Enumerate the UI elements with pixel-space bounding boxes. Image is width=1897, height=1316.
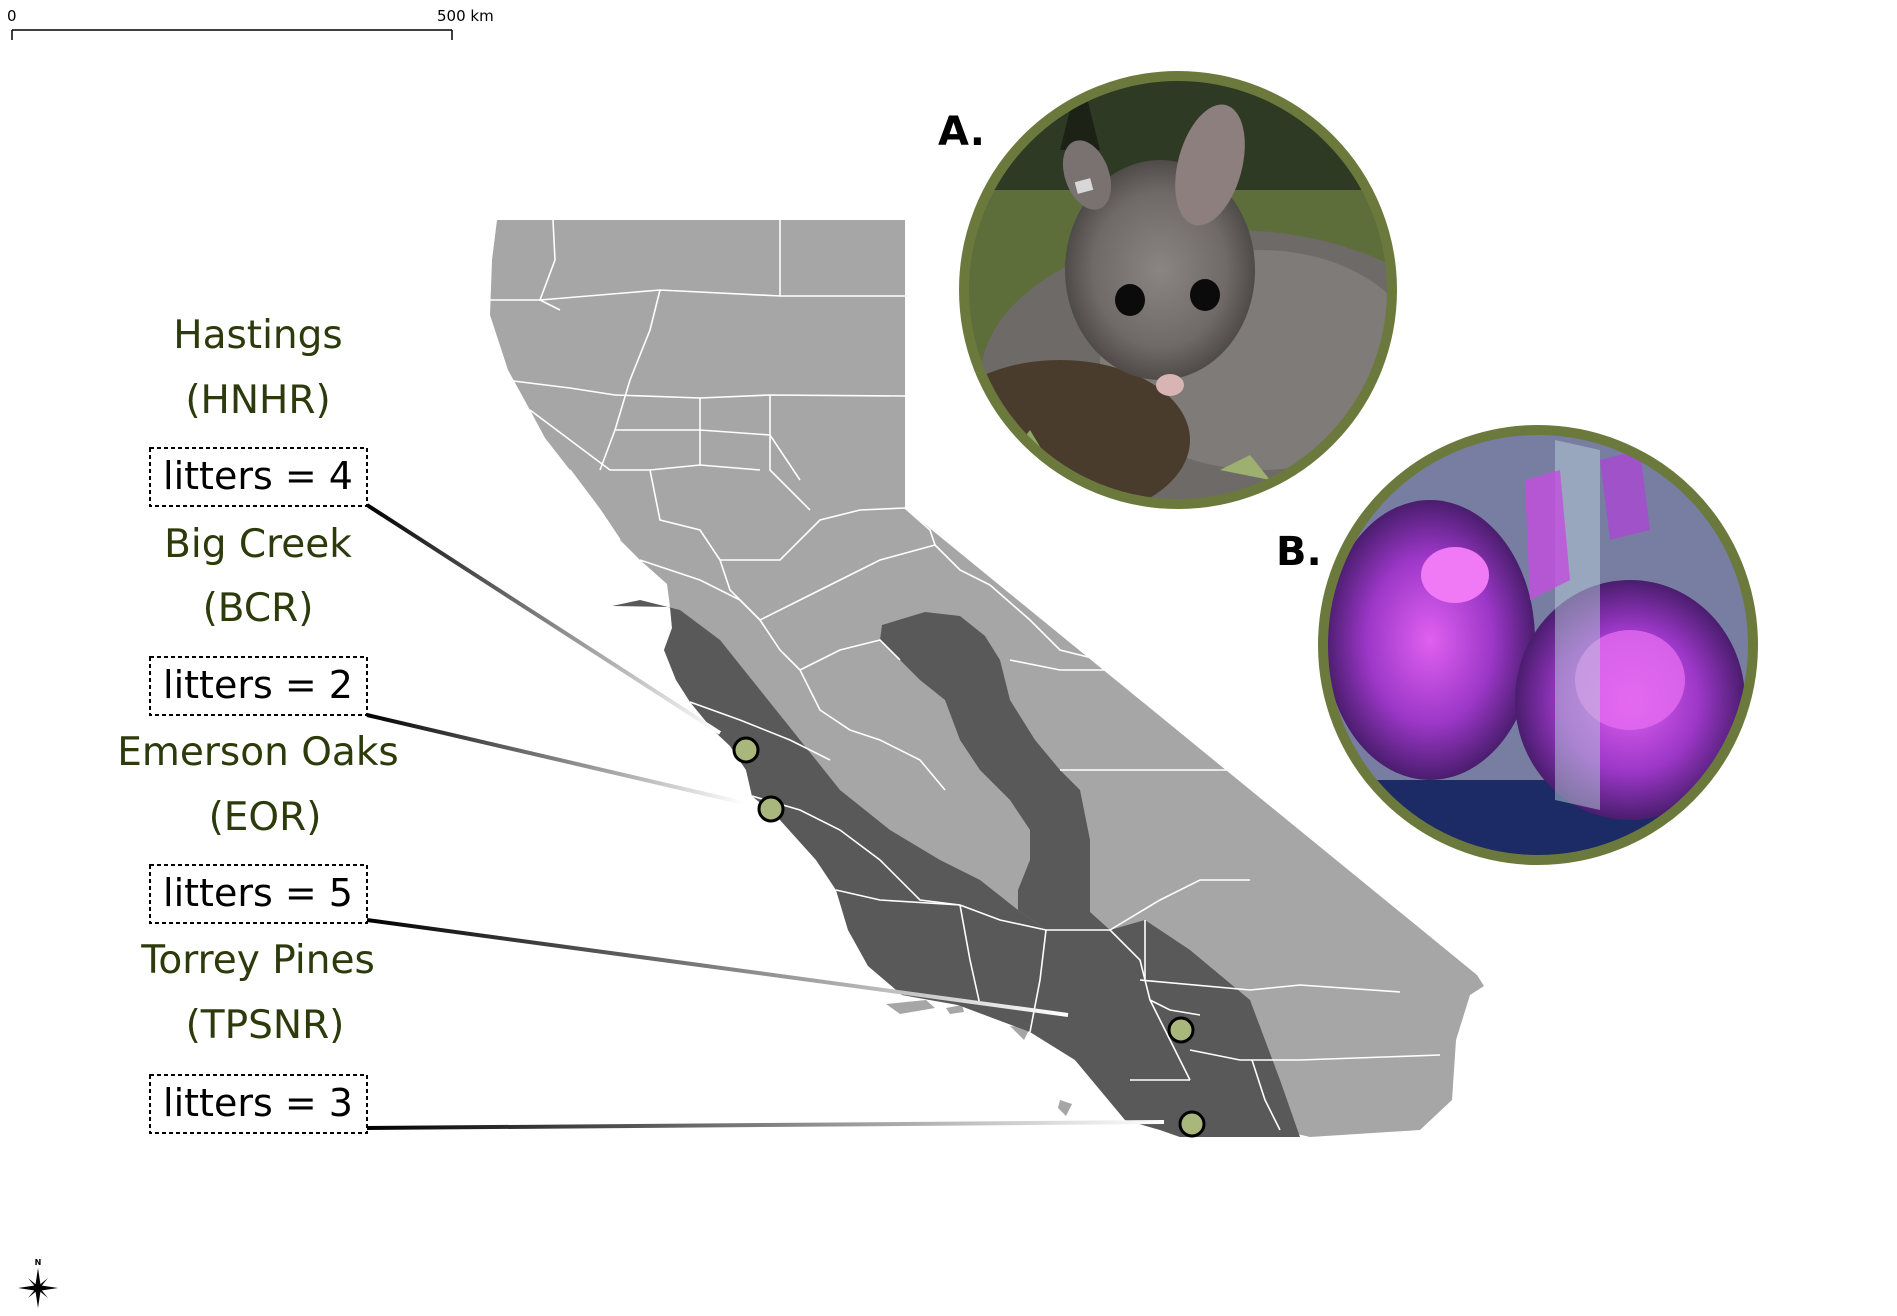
site-code-big-creek: (BCR) — [203, 586, 314, 631]
scale-bar: 0 500 km — [7, 7, 494, 40]
photo-panel-a: A. — [938, 71, 1397, 509]
site-marker-hastings — [732, 736, 760, 764]
site-labels: Hastings (HNHR) litters = 4 Big Creek (B… — [117, 313, 399, 1134]
range-sierra — [880, 612, 1110, 930]
litter-count-emerson-oaks: litters = 5 — [163, 871, 353, 915]
woodrat-photo — [964, 76, 1392, 504]
connector-lines — [365, 503, 1165, 1130]
site-code-hastings: (HNHR) — [185, 378, 330, 423]
panel-a-ring — [959, 71, 1397, 509]
site-name-hastings: Hastings — [173, 313, 342, 358]
site-name-torrey-pines: Torrey Pines — [140, 938, 375, 983]
uv-fluorescence-photo — [1323, 430, 1753, 860]
site-marker-torrey-pines — [1178, 1110, 1206, 1138]
connector-torrey-pines — [366, 1120, 1165, 1130]
connector-hastings — [365, 503, 722, 735]
california-map — [490, 219, 1484, 1137]
litter-box-hastings — [149, 447, 368, 507]
connector-big-creek — [366, 713, 745, 805]
site-markers — [732, 736, 1206, 1138]
channel-island — [946, 1005, 964, 1014]
channel-island — [1058, 1100, 1072, 1116]
compass-rose-icon — [18, 1268, 58, 1308]
litter-count-big-creek: litters = 2 — [163, 663, 353, 707]
site-marker-big-creek — [757, 795, 785, 823]
scale-end-label: 500 km — [437, 7, 494, 25]
litter-box-emerson-oaks — [149, 864, 368, 924]
litter-count-hastings: litters = 4 — [163, 454, 353, 498]
county-lines — [490, 219, 1441, 1131]
panel-b-label: B. — [1276, 529, 1322, 575]
panel-a-label: A. — [938, 109, 985, 155]
site-name-big-creek: Big Creek — [164, 522, 352, 567]
north-compass: N — [18, 1258, 58, 1308]
litter-box-torrey-pines — [149, 1074, 368, 1134]
site-code-emerson-oaks: (EOR) — [209, 795, 322, 840]
compass-north-label: N — [35, 1258, 42, 1267]
site-marker-emerson-oaks — [1167, 1016, 1195, 1044]
site-code-torrey-pines: (TPSNR) — [186, 1003, 345, 1048]
panel-b-ring — [1318, 425, 1758, 865]
litter-box-big-creek — [149, 656, 368, 716]
channel-island — [886, 1000, 935, 1014]
photo-panel-b: B. — [1276, 425, 1758, 865]
range-coastal — [612, 600, 1300, 1137]
site-name-emerson-oaks: Emerson Oaks — [117, 730, 398, 775]
litter-count-torrey-pines: litters = 3 — [163, 1081, 353, 1125]
connector-emerson-oaks — [366, 918, 1069, 1017]
scale-start-label: 0 — [7, 7, 17, 25]
